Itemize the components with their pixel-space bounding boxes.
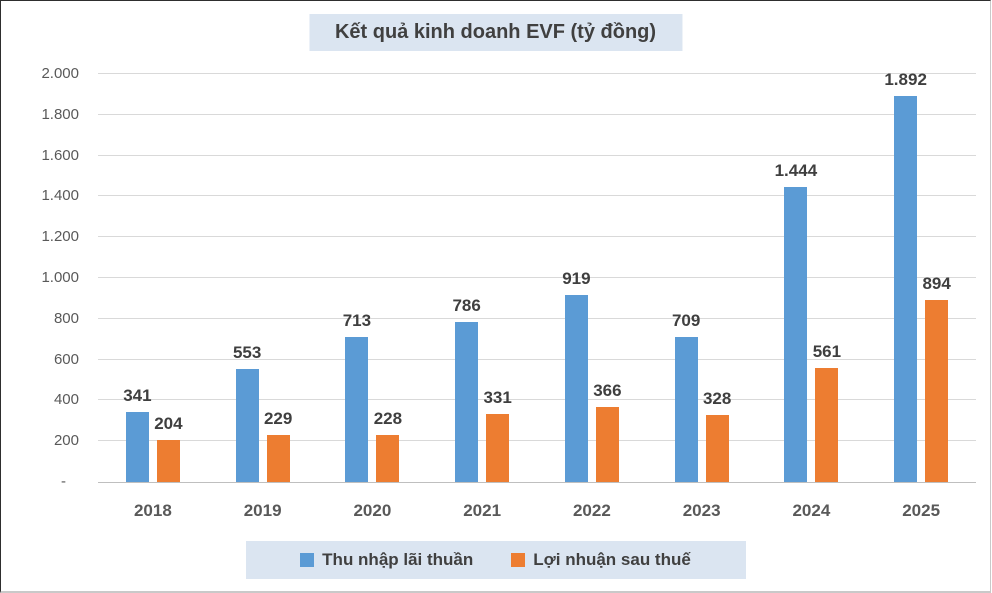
gridline (98, 277, 976, 278)
bar-wrap: 341 (123, 386, 152, 482)
y-axis-tick-label: 800 (53, 310, 79, 327)
bar-net-interest-income (345, 337, 369, 482)
bar-value-label: 341 (123, 386, 152, 405)
bar-wrap: 328 (703, 389, 731, 482)
bar-wrap: 713 (343, 311, 371, 482)
y-axis-tick-label: 600 (53, 351, 79, 368)
x-axis-tick-label: 2021 (463, 501, 502, 520)
bar-wrap: 204 (154, 414, 183, 482)
legend-label: Lợi nhuận sau thuế (533, 550, 691, 569)
bar-group: 919 366 (537, 74, 647, 482)
bar-wrap: 1.892 (884, 70, 927, 482)
bar-wrap: 786 (452, 296, 481, 482)
bar-profit-after-tax (925, 300, 949, 482)
x-axis-tick-label: 2024 (792, 501, 831, 520)
bar-value-label: 366 (593, 381, 622, 400)
bar-wrap: 331 (483, 388, 512, 482)
bar-value-label: 1.892 (884, 70, 927, 89)
bar-value-label: 331 (483, 388, 512, 407)
bar-net-interest-income (564, 295, 588, 482)
bar-value-label: 709 (671, 311, 701, 330)
bar-net-interest-income (784, 187, 808, 482)
blue-square-icon (300, 553, 315, 567)
bar-group: 1.444 561 (757, 74, 867, 482)
bar-wrap: 229 (264, 409, 292, 482)
bar-value-label: 561 (812, 342, 842, 361)
bar-net-interest-income (235, 369, 259, 482)
bar-value-label: 786 (452, 296, 481, 315)
chart-title: Kết quả kinh doanh EVF (tỷ đồng) (308, 14, 683, 51)
bar-value-label: 553 (232, 343, 262, 362)
bar-group: 1.892 894 (866, 70, 976, 482)
bar-wrap: 919 (562, 269, 591, 482)
y-axis-tick-label: 1.400 (41, 187, 79, 204)
bar-value-label: 328 (702, 389, 732, 408)
y-axis-tick-label: 1.200 (41, 228, 79, 245)
bar-wrap: 553 (233, 343, 261, 482)
bar-wrap: 228 (374, 409, 402, 482)
bar-wrap: 561 (813, 342, 841, 482)
bar-profit-after-tax (486, 414, 510, 482)
bar-profit-after-tax (156, 440, 180, 482)
bar-profit-after-tax (705, 415, 729, 482)
bar-net-interest-income (674, 337, 698, 482)
y-axis-tick-label: 400 (53, 391, 79, 408)
x-axis-tick-label: 2022 (572, 501, 611, 520)
bar-wrap: 1.444 (775, 161, 817, 482)
bar-value-label: 228 (373, 409, 403, 428)
x-axis-tick-label: 2018 (133, 501, 172, 520)
bar-value-label: 204 (154, 414, 183, 433)
bar-value-label: 713 (342, 311, 372, 330)
bar-profit-after-tax (815, 368, 839, 482)
bar-group: 341 204 (98, 74, 208, 482)
bar-value-label: 1.444 (774, 161, 818, 180)
y-axis-tick-label: 200 (53, 432, 79, 449)
gridline (98, 155, 976, 156)
legend-item-profit-after-tax: Lợi nhuận sau thuế (511, 550, 691, 570)
bar-group: 553 229 (208, 74, 318, 482)
gridline (98, 73, 976, 74)
bar-value-label: 919 (562, 269, 591, 288)
orange-square-icon (511, 553, 526, 567)
bar-wrap: 709 (672, 311, 700, 482)
legend: Thu nhập lãi thuần Lợi nhuận sau thuế (245, 541, 746, 579)
bar-profit-after-tax (376, 435, 400, 482)
bar-net-interest-income (455, 322, 479, 482)
y-axis: 2.000 1.800 1.600 1.400 1.200 1.000 800 600 400 2… (1, 65, 79, 490)
y-axis-tick-label: - (61, 473, 66, 490)
bar-group: 786 331 (427, 74, 537, 482)
bar-group: 709 328 (647, 74, 757, 482)
legend-item-net-interest-income: Thu nhập lãi thuần (300, 550, 473, 570)
y-axis-tick-label: 2.000 (41, 65, 79, 82)
y-axis-tick-label: 1.800 (41, 106, 79, 123)
bar-net-interest-income (125, 412, 149, 482)
x-axis: 2018 2019 2020 2021 2022 2023 2024 2025 (98, 499, 976, 523)
x-axis-line (98, 482, 976, 483)
bar-value-label: 229 (263, 409, 293, 428)
x-axis-tick-label: 2025 (902, 501, 941, 520)
y-axis-tick-label: 1.000 (41, 269, 79, 286)
gridline (98, 114, 976, 115)
x-axis-tick-label: 2023 (682, 501, 721, 520)
gridline (98, 440, 976, 441)
y-axis-tick-label: 1.600 (41, 147, 79, 164)
gridline (98, 236, 976, 237)
legend-label: Thu nhập lãi thuần (322, 550, 474, 569)
bar-profit-after-tax (595, 407, 619, 482)
x-axis-tick-label: 2020 (353, 501, 392, 520)
bar-profit-after-tax (266, 435, 290, 482)
bar-wrap: 366 (593, 381, 622, 482)
gridline (98, 195, 976, 196)
bar-net-interest-income (894, 96, 918, 482)
gridline (98, 399, 976, 400)
plot-area: 341 204 553 229 713 228 786 331 919 366 709 328 1.44… (98, 70, 976, 483)
gridline (98, 318, 976, 319)
bar-group: 713 228 (318, 74, 428, 482)
bar-wrap: 894 (922, 274, 951, 482)
gridline (98, 359, 976, 360)
bar-value-label: 894 (922, 274, 951, 293)
x-axis-tick-label: 2019 (243, 501, 282, 520)
